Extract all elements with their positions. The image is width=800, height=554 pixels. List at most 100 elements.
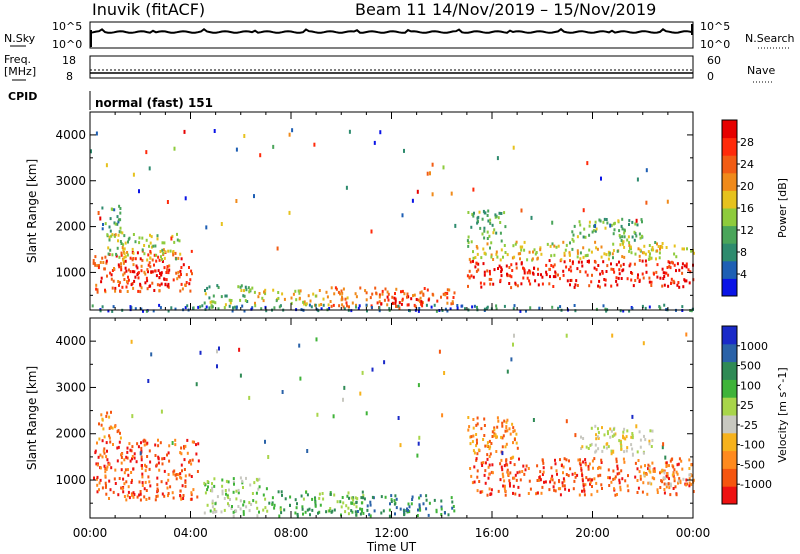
velocity-sparse-cell	[512, 342, 514, 347]
velocity-cell	[239, 476, 242, 480]
velocity-sparse-cell	[417, 441, 420, 446]
power-cell	[562, 269, 565, 273]
velocity-cell	[640, 465, 643, 469]
power-cell	[569, 241, 571, 245]
power-cell	[500, 248, 503, 252]
velocity-cell	[167, 478, 170, 482]
power-cell	[620, 239, 623, 242]
velocity-cell	[488, 439, 491, 443]
velocity-cell	[154, 443, 157, 447]
velocity-cell	[486, 441, 489, 445]
power-cell	[456, 306, 459, 310]
velocity-colorbar-swatch	[722, 326, 737, 345]
power-cell	[598, 279, 601, 283]
velocity-cell	[542, 470, 545, 474]
velocity-cell	[648, 442, 651, 446]
velocity-cell	[527, 467, 530, 470]
velocity-cell	[476, 422, 479, 426]
velocity-cell	[636, 479, 639, 482]
velocity-cell	[101, 455, 104, 459]
velocity-cell	[615, 457, 618, 461]
power-cell	[136, 251, 139, 255]
velocity-cell	[467, 416, 470, 419]
velocity-cell	[487, 476, 490, 480]
velocity-cell	[541, 473, 544, 476]
velocity-cell	[585, 445, 588, 449]
velocity-cell	[480, 461, 483, 465]
velocity-cell	[141, 472, 144, 476]
power-cell	[140, 286, 143, 290]
velocity-cell	[422, 502, 425, 506]
power-cell	[440, 295, 442, 299]
power-cell	[398, 306, 401, 310]
power-cell	[602, 220, 605, 224]
power-cell	[552, 275, 555, 279]
velocity-cell	[512, 426, 515, 430]
velocity-cell	[157, 489, 159, 493]
power-cell	[550, 254, 553, 258]
power-cell	[417, 309, 420, 313]
velocity-cell	[148, 449, 151, 453]
velocity-cell	[601, 449, 604, 453]
power-cell	[126, 290, 129, 293]
velocity-cell	[610, 429, 613, 433]
power-cell	[247, 286, 250, 290]
power-cell	[234, 305, 236, 309]
velocity-cell	[123, 471, 126, 475]
velocity-cell	[597, 474, 600, 478]
power-cell	[121, 231, 124, 235]
velocity-cell	[395, 506, 398, 510]
power-cell	[616, 283, 619, 287]
power-sparse-cell	[666, 199, 669, 204]
velocity-cell	[369, 500, 372, 504]
velocity-cell	[574, 475, 577, 479]
velocity-cell	[501, 468, 504, 472]
power-sparse-cell	[272, 144, 275, 149]
power-cell	[641, 251, 644, 255]
velocity-cell	[213, 507, 216, 511]
power-cell	[127, 275, 129, 279]
power-cell	[342, 305, 345, 309]
power-cell	[540, 252, 543, 256]
velocity-cell	[610, 449, 613, 453]
velocity-cell	[495, 450, 498, 453]
power-cell	[433, 303, 436, 307]
velocity-cell	[648, 465, 651, 469]
velocity-cell	[484, 461, 487, 465]
velocity-cell	[541, 485, 544, 489]
velocity-cell	[508, 482, 511, 485]
power-cell	[132, 270, 134, 274]
velocity-cell	[256, 514, 259, 518]
power-cell	[675, 269, 677, 273]
velocity-cell	[394, 512, 396, 516]
velocity-cell	[637, 486, 640, 490]
power-cell	[147, 263, 150, 267]
velocity-cell	[229, 498, 231, 501]
power-cell	[640, 218, 643, 222]
velocity-cell	[122, 477, 125, 481]
power-cell	[107, 252, 110, 256]
power-cell	[603, 217, 606, 221]
power-cell	[613, 228, 616, 232]
velocity-cell	[671, 457, 674, 461]
power-cell	[491, 223, 494, 227]
power-cell	[418, 307, 421, 310]
velocity-cell	[648, 466, 651, 470]
power-sparse-cell	[288, 132, 291, 137]
power-cell	[537, 272, 540, 276]
velocity-cell	[673, 477, 676, 481]
velocity-cell	[475, 444, 478, 448]
power-cell	[143, 244, 146, 247]
velocity-cell	[213, 484, 216, 488]
velocity-cell	[190, 475, 193, 478]
velocity-cell	[133, 493, 136, 496]
velocity-cell	[394, 494, 397, 498]
power-cell	[174, 251, 177, 255]
velocity-cell	[101, 418, 104, 422]
velocity-cell	[141, 475, 144, 479]
freq-panel-frame	[89, 55, 694, 79]
velocity-cell	[486, 453, 489, 457]
velocity-cell	[389, 502, 391, 506]
velocity-cell	[139, 490, 142, 493]
power-cell	[476, 246, 479, 250]
